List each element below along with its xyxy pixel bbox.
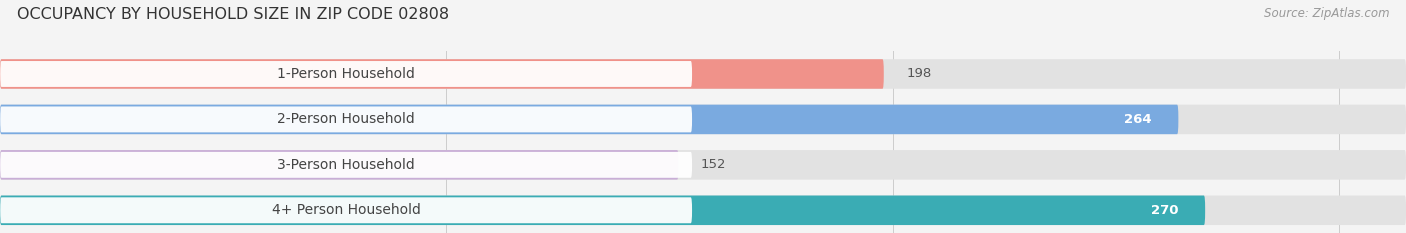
FancyBboxPatch shape [0,195,1205,225]
Text: 2-Person Household: 2-Person Household [277,112,415,127]
Text: OCCUPANCY BY HOUSEHOLD SIZE IN ZIP CODE 02808: OCCUPANCY BY HOUSEHOLD SIZE IN ZIP CODE … [17,7,449,22]
Text: 198: 198 [905,68,931,80]
Text: 264: 264 [1123,113,1152,126]
Text: 152: 152 [700,158,727,171]
FancyBboxPatch shape [0,195,1406,225]
Text: 4+ Person Household: 4+ Person Household [271,203,420,217]
FancyBboxPatch shape [0,59,884,89]
FancyBboxPatch shape [0,197,692,223]
FancyBboxPatch shape [0,61,692,87]
Text: 1-Person Household: 1-Person Household [277,67,415,81]
Text: 3-Person Household: 3-Person Household [277,158,415,172]
FancyBboxPatch shape [0,106,692,132]
FancyBboxPatch shape [0,150,679,180]
FancyBboxPatch shape [0,105,1406,134]
FancyBboxPatch shape [0,152,692,178]
FancyBboxPatch shape [0,105,1178,134]
Text: Source: ZipAtlas.com: Source: ZipAtlas.com [1264,7,1389,20]
FancyBboxPatch shape [0,59,1406,89]
Text: 270: 270 [1152,204,1178,217]
FancyBboxPatch shape [0,150,1406,180]
